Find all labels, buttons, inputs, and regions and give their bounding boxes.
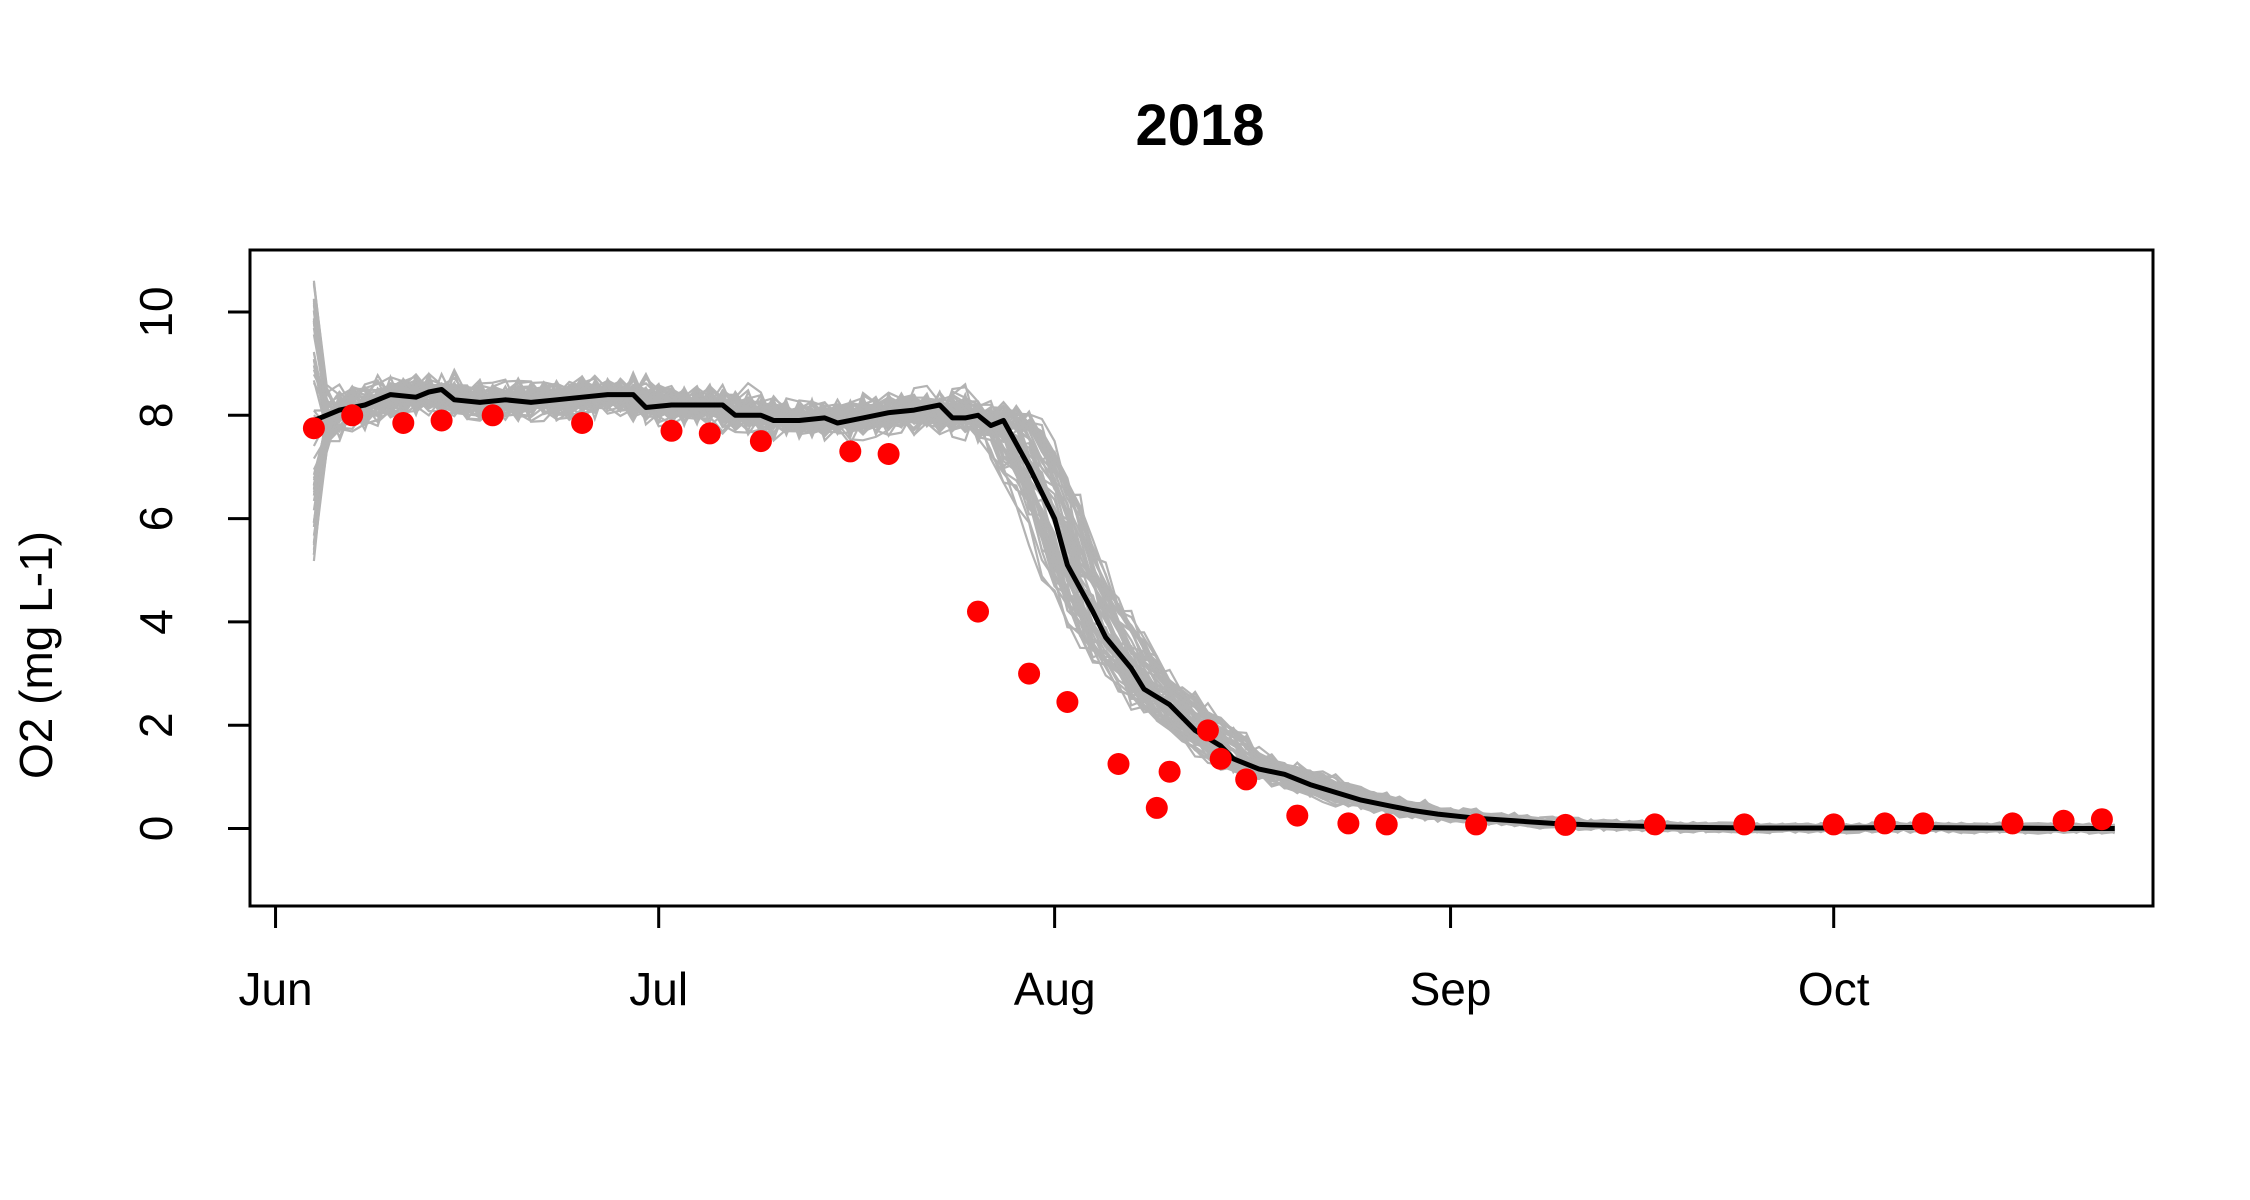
observed-point [430, 409, 453, 432]
observed-point [877, 443, 900, 465]
y-tick-label: 4 [130, 609, 182, 635]
observed-point [698, 422, 721, 445]
y-axis: 0 2 4 6 8 10 [130, 286, 252, 842]
x-axis: Jun Jul Aug Sep Oct [238, 904, 1870, 1015]
observed-point [1873, 812, 1896, 835]
observed-point [1196, 719, 1219, 742]
observed-point [571, 412, 594, 434]
x-tick-label: Jul [629, 963, 688, 1015]
median-line [312, 387, 2115, 831]
observed-point [481, 404, 504, 427]
observed-point [1554, 813, 1577, 836]
observed-point [1286, 804, 1309, 827]
observed-points-layer [302, 404, 2113, 836]
observed-point [1912, 812, 1935, 835]
observed-point [1158, 760, 1181, 783]
observed-point [2090, 808, 2113, 831]
x-tick-label: Sep [1410, 963, 1492, 1015]
observed-point [1733, 813, 1756, 836]
observed-point [660, 419, 683, 442]
observed-point [1056, 691, 1079, 713]
observed-point [967, 600, 989, 623]
x-tick-label: Oct [1798, 963, 1870, 1015]
y-tick-label: 2 [130, 712, 182, 738]
observed-point [1145, 796, 1168, 819]
y-tick-label: 8 [130, 403, 182, 429]
observed-point [1337, 812, 1360, 835]
observed-point [1209, 747, 1232, 770]
y-tick-label: 0 [130, 816, 182, 842]
y-tick-label: 6 [130, 506, 182, 532]
y-axis-label: O2 (mg L-1) [10, 531, 62, 779]
observed-point [302, 417, 325, 440]
observed-point [839, 440, 862, 463]
chart-title: 2018 [1135, 93, 1264, 158]
observed-point [1235, 768, 1258, 791]
x-tick-label: Aug [1014, 963, 1096, 1015]
observed-point [749, 430, 772, 453]
observed-point [1107, 753, 1130, 775]
observed-point [1643, 813, 1666, 836]
plot-frame [248, 248, 2155, 908]
observed-point [1018, 662, 1041, 685]
observed-point [2052, 809, 2075, 832]
observed-point [1375, 813, 1398, 836]
observed-point [392, 412, 415, 434]
y-tick-label: 10 [130, 286, 182, 337]
x-tick-label: Jun [238, 963, 312, 1015]
observed-point [1465, 813, 1488, 836]
observed-point [2001, 812, 2024, 835]
median-line-layer [312, 387, 2115, 831]
observed-point [1822, 813, 1845, 836]
observed-point [341, 404, 364, 427]
